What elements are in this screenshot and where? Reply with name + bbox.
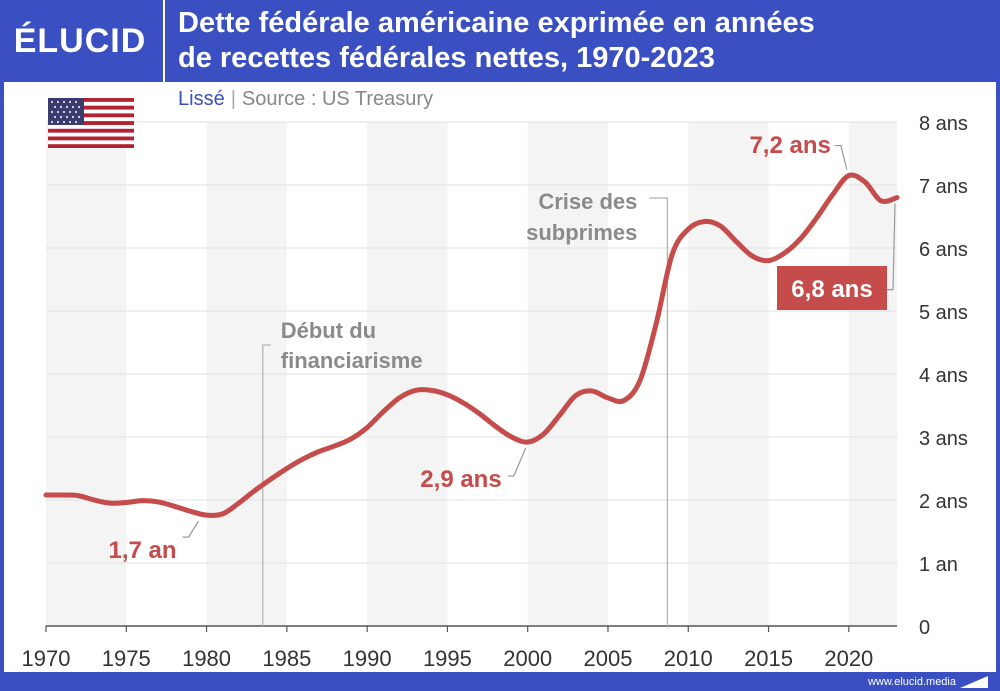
- x-tick-label-8: 2010: [664, 646, 713, 671]
- event-label-line2-financiarisme: financiarisme: [281, 348, 423, 373]
- y-tick-label-6: 6 ans: [919, 239, 968, 261]
- x-tick-label-4: 1990: [343, 646, 392, 671]
- smoothing-label: Lissé: [178, 88, 225, 110]
- x-tick-label-3: 1985: [262, 646, 311, 671]
- header-bar: ÉLUCID Dette fédérale américaine exprimé…: [0, 0, 1000, 82]
- us-flag-icon: [48, 98, 134, 148]
- y-tick-label-5: 5 ans: [919, 302, 968, 324]
- elucid-mark-icon: [960, 676, 988, 688]
- annotation-min-2000: 2,9 ans: [420, 466, 501, 493]
- chart-subtitle: Lissé | Source : US Treasury: [178, 88, 433, 111]
- event-line-subprimes: [649, 197, 668, 626]
- brand-logo[interactable]: ÉLUCID: [13, 21, 147, 60]
- y-tick-label-8: 8 ans: [919, 113, 968, 135]
- event-line-financiarisme: [262, 344, 271, 626]
- chart-title: Dette fédérale américaine exprimée en an…: [178, 6, 988, 76]
- leader-last-2023: [887, 203, 896, 291]
- y-tick-label-2: 2 ans: [919, 491, 968, 513]
- y-tick-label-0: 0: [919, 617, 930, 639]
- series-line-debt-years: [43, 172, 900, 518]
- source-label: Source : US Treasury: [241, 88, 434, 110]
- y-tick-label-3: 3 ans: [919, 428, 968, 450]
- x-tick-label-9: 2015: [744, 646, 793, 671]
- chart-title-line2: de recettes fédérales nettes, 1970-2023: [178, 42, 715, 74]
- event-label-line1-financiarisme: Début du: [281, 318, 376, 343]
- leader-min-2000: [507, 447, 527, 477]
- y-tick-label-1: 1 an: [919, 554, 958, 576]
- y-tick-label-4: 4 ans: [919, 365, 968, 387]
- event-label-line1-subprimes: Crise des: [538, 189, 637, 214]
- x-tick-label-5: 1995: [423, 646, 472, 671]
- x-tick-label-6: 2000: [503, 646, 552, 671]
- annotation-box-last-2023: [777, 266, 887, 310]
- x-tick-label-2: 1980: [182, 646, 231, 671]
- annotation-min-1980: 1,7 an: [109, 537, 177, 564]
- chart-panel: [4, 82, 996, 672]
- leader-min-1980: [182, 520, 200, 538]
- logo-separator: [163, 0, 165, 82]
- annotation-last-2023: 6,8 ans: [791, 276, 872, 303]
- annotation-peak-2020: 7,2 ans: [749, 132, 830, 159]
- x-tick-label-1: 1975: [102, 646, 151, 671]
- x-tick-label-10: 2020: [824, 646, 873, 671]
- subtitle-separator: |: [230, 88, 236, 110]
- footer-website[interactable]: www.elucid.media: [867, 676, 956, 688]
- x-tick-label-7: 2005: [584, 646, 633, 671]
- x-tick-label-0: 1970: [22, 646, 71, 671]
- leader-peak-2020: [834, 144, 848, 170]
- y-tick-label-7: 7 ans: [919, 176, 968, 198]
- event-label-line2-subprimes: subprimes: [526, 220, 637, 245]
- chart-title-line1: Dette fédérale américaine exprimée en an…: [178, 7, 815, 39]
